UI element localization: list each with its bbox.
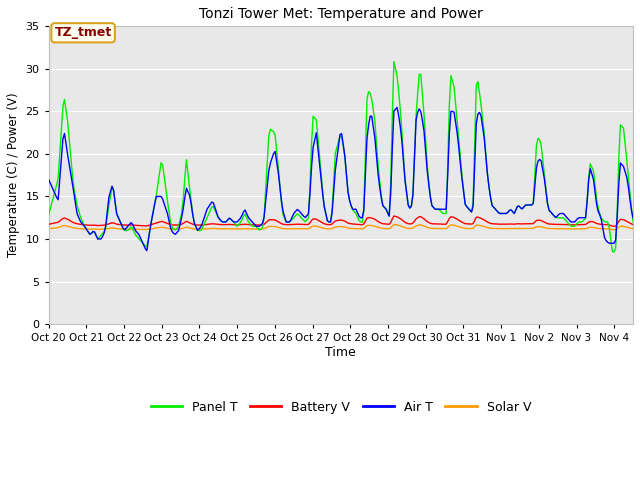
Solar V	[279, 226, 287, 231]
Panel T	[472, 82, 480, 88]
Solar V	[472, 222, 480, 228]
Battery V	[390, 213, 397, 219]
Panel T	[45, 212, 52, 218]
Battery V	[146, 222, 154, 228]
Battery V	[279, 221, 287, 227]
Air T	[143, 248, 150, 253]
Solar V	[273, 224, 280, 230]
Solar V	[555, 226, 563, 232]
Panel T	[555, 215, 563, 221]
Y-axis label: Temperature (C) / Power (V): Temperature (C) / Power (V)	[7, 93, 20, 257]
Line: Battery V: Battery V	[49, 216, 633, 226]
Battery V	[629, 222, 637, 228]
Battery V	[555, 222, 563, 228]
X-axis label: Time: Time	[326, 346, 356, 359]
Air T	[148, 217, 156, 223]
Panel T	[146, 226, 154, 231]
Battery V	[472, 215, 480, 220]
Solar V	[526, 226, 534, 231]
Panel T	[273, 148, 280, 154]
Title: Tonzi Tower Met: Temperature and Power: Tonzi Tower Met: Temperature and Power	[199, 7, 483, 21]
Air T	[556, 211, 564, 216]
Battery V	[273, 218, 280, 224]
Battery V	[526, 221, 534, 227]
Air T	[629, 215, 637, 221]
Legend: Panel T, Battery V, Air T, Solar V: Panel T, Battery V, Air T, Solar V	[146, 396, 536, 419]
Panel T	[279, 212, 287, 218]
Air T	[474, 111, 482, 117]
Air T	[528, 202, 536, 208]
Panel T	[629, 219, 637, 225]
Air T	[281, 214, 289, 220]
Solar V	[609, 227, 616, 232]
Solar V	[629, 226, 637, 232]
Line: Air T: Air T	[49, 108, 633, 251]
Solar V	[45, 226, 52, 231]
Solar V	[390, 222, 397, 228]
Text: TZ_tmet: TZ_tmet	[54, 26, 112, 39]
Panel T	[526, 202, 534, 208]
Panel T	[390, 59, 397, 64]
Air T	[45, 177, 52, 182]
Battery V	[45, 221, 52, 227]
Air T	[393, 105, 401, 110]
Battery V	[609, 223, 616, 229]
Line: Solar V: Solar V	[49, 225, 633, 229]
Panel T	[609, 249, 616, 255]
Line: Panel T: Panel T	[49, 61, 633, 252]
Air T	[275, 170, 282, 176]
Solar V	[146, 226, 154, 232]
